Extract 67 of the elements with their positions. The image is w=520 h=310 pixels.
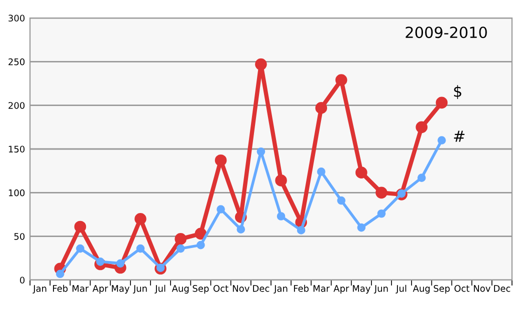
x-tick-label: Feb — [53, 284, 68, 292]
x-tick-label: Oct — [213, 285, 228, 292]
x-tick-label: Aug — [412, 285, 430, 294]
x-tick-label: Nov — [232, 285, 250, 292]
chart-title: 2009-2010 — [406, 26, 487, 38]
x-tick-label: Jul — [396, 284, 406, 294]
y-tick-label: 100 — [8, 189, 25, 196]
point — [355, 166, 368, 178]
y-tick-label: 0 — [20, 276, 25, 284]
x-tick-label: Mar — [72, 285, 89, 292]
x-tick-label: Oct — [454, 285, 470, 292]
x-tick-label: Jun — [374, 285, 388, 294]
point — [397, 189, 406, 198]
point — [136, 244, 145, 253]
x-tick-label: Dec — [494, 285, 510, 292]
x-tick-label: Jun — [132, 285, 147, 294]
point — [134, 212, 146, 225]
point — [337, 196, 346, 205]
point — [74, 220, 86, 233]
point — [417, 174, 426, 182]
point — [276, 212, 286, 220]
point — [275, 174, 287, 186]
y-tick-label: 50 — [14, 233, 25, 240]
series-label: $ — [454, 85, 462, 100]
point — [255, 58, 267, 70]
point — [315, 102, 328, 114]
point — [377, 209, 386, 218]
x-tick-label: Jan — [32, 285, 46, 294]
x-tick-label: Nov — [474, 285, 490, 292]
point — [56, 270, 64, 278]
point — [236, 225, 246, 234]
x-tick-label: Jul — [154, 284, 166, 294]
point — [96, 257, 104, 266]
y-tick-label: 250 — [8, 58, 25, 66]
x-tick-label: Aug — [172, 285, 189, 294]
point — [436, 96, 448, 109]
point — [357, 223, 366, 232]
point — [76, 244, 84, 253]
x-tick-label: Dec — [253, 285, 270, 292]
point — [438, 136, 446, 144]
y-tick-label: 150 — [8, 146, 25, 153]
x-tick-label: Jan — [274, 285, 288, 294]
y-tick-label: 300 — [8, 14, 25, 22]
x-tick-label: May — [112, 285, 130, 294]
point — [296, 226, 306, 234]
x-tick-label: Sep — [192, 285, 209, 294]
x-tick-label: May — [352, 285, 370, 294]
point — [256, 147, 266, 156]
point — [116, 259, 125, 268]
point — [214, 154, 227, 166]
x-tick-label: Mar — [314, 285, 330, 292]
point — [416, 121, 428, 134]
x-tick-label: Apr — [334, 285, 350, 294]
point — [194, 228, 207, 240]
point — [335, 74, 348, 86]
x-tick-label: Apr — [92, 285, 108, 294]
series-label: # — [454, 130, 464, 142]
x-tick-label: Sep — [434, 285, 450, 294]
point — [174, 233, 187, 245]
y-tick-label: 200 — [8, 102, 25, 109]
point — [156, 264, 165, 272]
point — [317, 168, 326, 176]
point — [376, 186, 388, 199]
point — [196, 240, 205, 250]
x-tick-label: Feb — [294, 284, 309, 292]
point — [216, 205, 225, 214]
point — [176, 244, 185, 253]
